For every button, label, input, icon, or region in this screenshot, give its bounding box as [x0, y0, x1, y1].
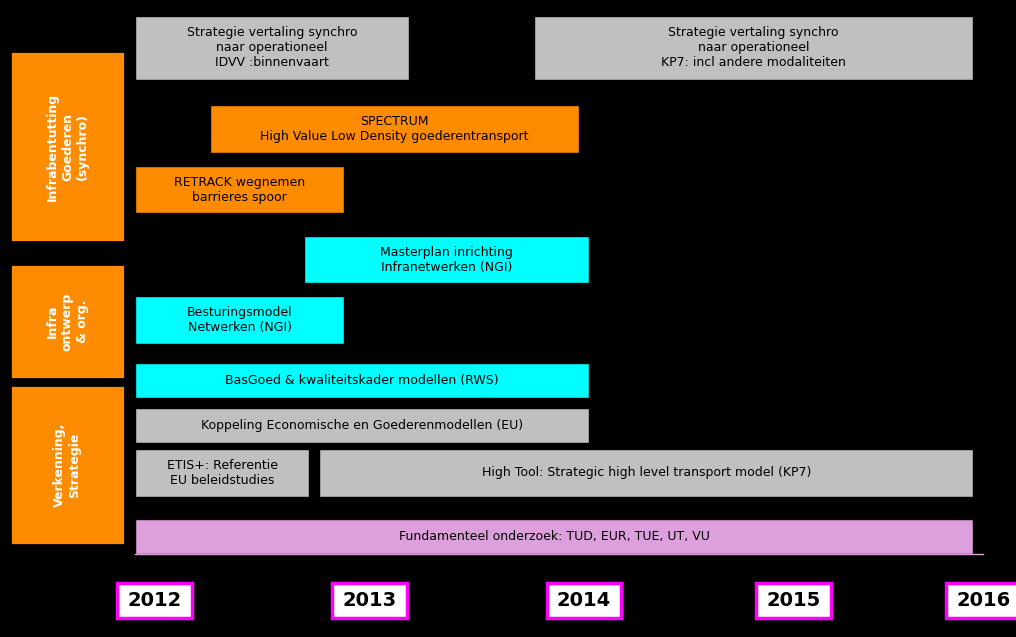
FancyBboxPatch shape [135, 408, 589, 443]
Text: 2013: 2013 [342, 591, 396, 610]
FancyBboxPatch shape [756, 583, 831, 618]
Text: ETIS+: Referentie
EU beleidstudies: ETIS+: Referentie EU beleidstudies [167, 459, 277, 487]
Text: Infra
ontwerp
& org.: Infra ontwerp & org. [46, 292, 88, 351]
Text: Infrabentutting
Goederen
(synchro): Infrabentutting Goederen (synchro) [46, 92, 88, 201]
FancyBboxPatch shape [10, 264, 125, 379]
FancyBboxPatch shape [547, 583, 622, 618]
FancyBboxPatch shape [534, 16, 973, 80]
FancyBboxPatch shape [135, 296, 344, 344]
Text: RETRACK wegnemen
barrieres spoor: RETRACK wegnemen barrieres spoor [174, 176, 305, 203]
Text: Fundamenteel onderzoek: TUD, EUR, TUE, UT, VU: Fundamenteel onderzoek: TUD, EUR, TUE, U… [398, 530, 709, 543]
FancyBboxPatch shape [10, 51, 125, 242]
FancyBboxPatch shape [319, 449, 973, 497]
Text: 2015: 2015 [766, 591, 821, 610]
FancyBboxPatch shape [10, 385, 125, 545]
FancyBboxPatch shape [135, 166, 344, 213]
Text: High Tool: Strategic high level transport model (KP7): High Tool: Strategic high level transpor… [482, 466, 811, 480]
Text: 2012: 2012 [128, 591, 182, 610]
FancyBboxPatch shape [332, 583, 406, 618]
FancyBboxPatch shape [135, 363, 589, 398]
Text: Koppeling Economische en Goederenmodellen (EU): Koppeling Economische en Goederenmodelle… [201, 419, 523, 432]
Text: Masterplan inrichting
Infranetwerken (NGI): Masterplan inrichting Infranetwerken (NG… [380, 246, 513, 273]
Text: 2014: 2014 [557, 591, 611, 610]
FancyBboxPatch shape [305, 236, 589, 283]
Text: Strategie vertaling synchro
naar operationeel
IDVV :binnenvaart: Strategie vertaling synchro naar operati… [187, 26, 358, 69]
FancyBboxPatch shape [135, 16, 409, 80]
FancyBboxPatch shape [946, 583, 1016, 618]
FancyBboxPatch shape [135, 519, 973, 554]
FancyBboxPatch shape [117, 583, 192, 618]
Text: BasGoed & kwaliteitskader modellen (RWS): BasGoed & kwaliteitskader modellen (RWS) [226, 374, 499, 387]
Text: Strategie vertaling synchro
naar operationeel
KP7: incl andere modaliteiten: Strategie vertaling synchro naar operati… [661, 26, 846, 69]
Text: 2016: 2016 [956, 591, 1011, 610]
FancyBboxPatch shape [209, 105, 579, 153]
FancyBboxPatch shape [135, 449, 310, 497]
Text: Besturingsmodel
Netwerken (NGI): Besturingsmodel Netwerken (NGI) [187, 306, 293, 334]
Text: Verkenning,
Strategie: Verkenning, Strategie [54, 423, 81, 507]
Text: SPECTRUM
High Value Low Density goederentransport: SPECTRUM High Value Low Density goederen… [260, 115, 528, 143]
